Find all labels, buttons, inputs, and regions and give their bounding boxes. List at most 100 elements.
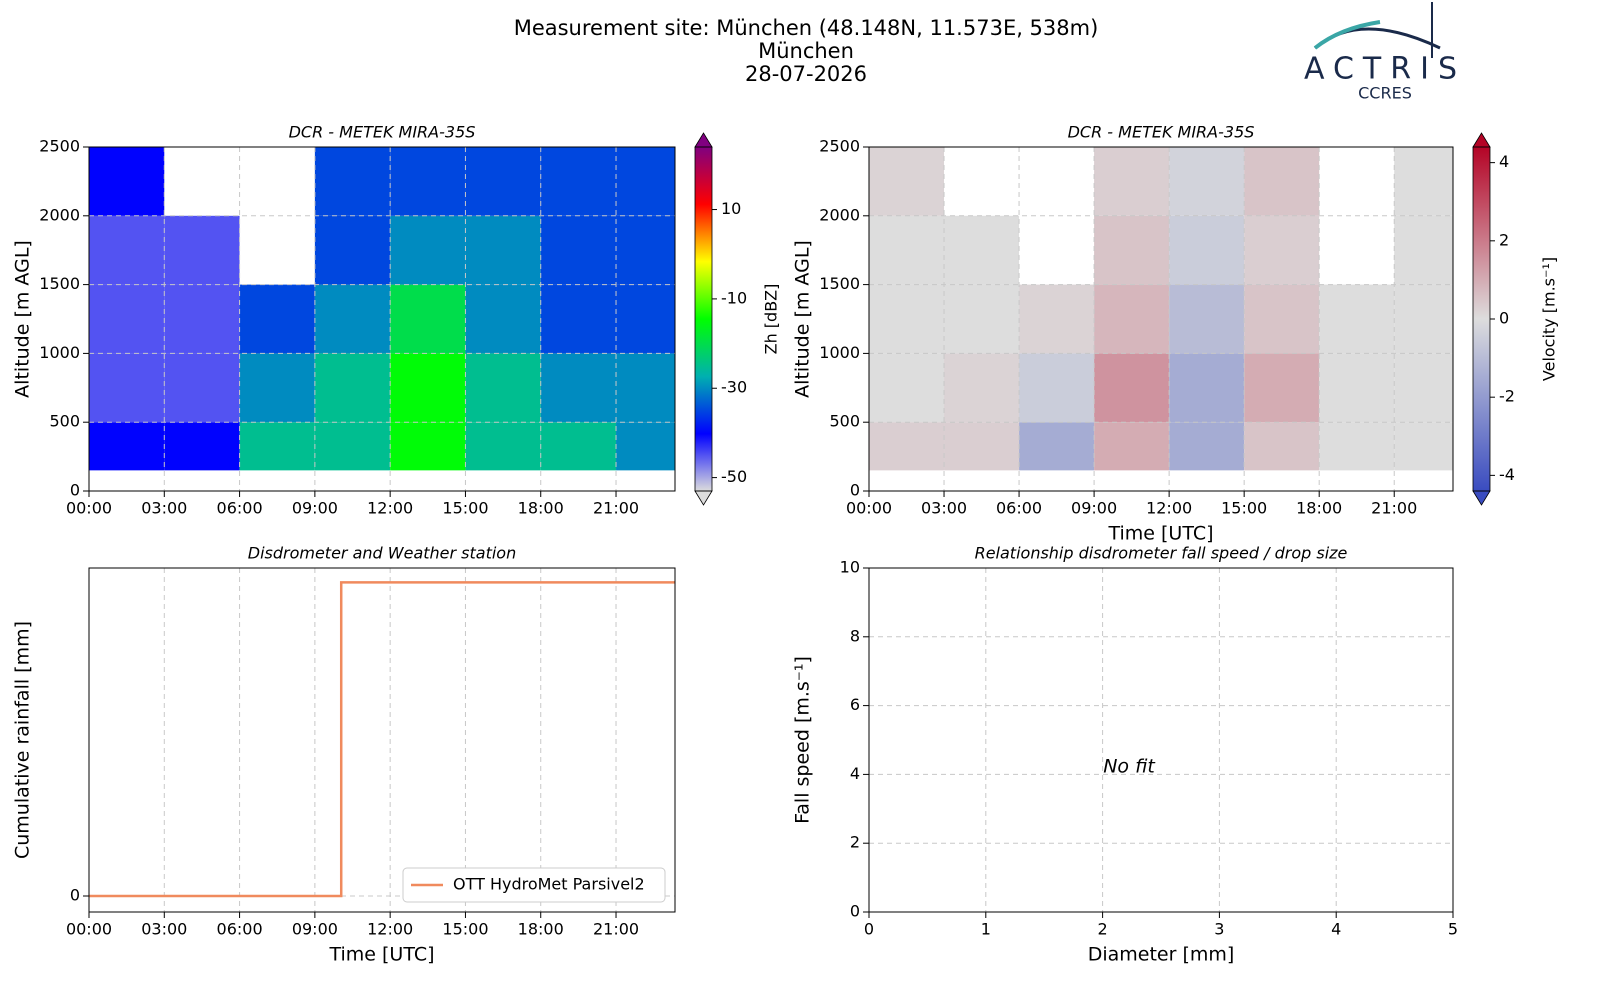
heatmap-cell [89, 422, 165, 471]
heatmap-cell [1169, 147, 1245, 216]
colorbar-tick-label: 2 [1499, 230, 1509, 249]
panel-title: Relationship disdrometer fall speed / dr… [975, 544, 1348, 563]
heatmap-cell [869, 147, 945, 216]
heatmap-cell [1094, 284, 1170, 354]
plot-area [869, 568, 1453, 912]
heatmap-cell [1169, 284, 1245, 354]
heatmap-cell [164, 215, 240, 285]
x-tick-label: 21:00 [593, 499, 639, 518]
panel: Relationship disdrometer fall speed / dr… [792, 544, 1459, 966]
heatmap-cell [869, 422, 945, 471]
y-tick-label: 8 [850, 626, 860, 645]
panel: Disdrometer and Weather station 00:00 03:0… [12, 544, 676, 966]
heatmap-cell [1244, 147, 1320, 216]
heatmap-cell [390, 147, 466, 216]
logo-sub: CCRES [1358, 84, 1412, 103]
heatmap-cell [89, 147, 165, 216]
heatmap-cell [89, 353, 165, 423]
heatmap-cell [239, 422, 315, 471]
heatmap-cell [1019, 353, 1095, 423]
colorbar-frame [694, 146, 713, 492]
colorbar-tick-label: 0 [1499, 309, 1509, 328]
x-tick-label: 06:00 [996, 499, 1042, 518]
axes-frame [868, 146, 1454, 492]
x-tick-label: 06:00 [217, 920, 263, 939]
heatmap-cell [314, 215, 391, 285]
heatmap-cell [1094, 353, 1170, 423]
heatmap-cell [1019, 284, 1095, 354]
x-tick-label: 15:00 [1221, 499, 1267, 518]
x-tick-label: 12:00 [367, 920, 413, 939]
heatmap-cell [1394, 215, 1453, 285]
heatmap-cell [869, 284, 945, 354]
panel-title: Disdrometer and Weather station [248, 544, 516, 563]
y-tick-label: 0 [70, 481, 80, 500]
x-tick-label: 18:00 [518, 499, 564, 518]
x-tick-label: 00:00 [66, 499, 112, 518]
x-tick-label: 2 [1098, 920, 1108, 939]
x-axis-label: Diameter [mm] [1088, 944, 1235, 966]
x-tick-label: 0 [864, 920, 874, 939]
x-tick-label: 09:00 [292, 499, 338, 518]
legend-label: OTT HydroMet Parsivel2 [453, 875, 645, 894]
heatmap-cell [1319, 422, 1395, 471]
plot-area [89, 568, 675, 912]
heatmap-cell [314, 284, 391, 354]
x-tick-label: 4 [1331, 920, 1341, 939]
heatmap-cell [540, 284, 617, 354]
heatmap-cell [1319, 353, 1395, 423]
colorbar-tick-label: -4 [1499, 465, 1515, 484]
heatmap-cell [1394, 147, 1453, 216]
heatmap-cell [239, 353, 315, 423]
heatmap-cell [89, 215, 165, 285]
y-tick-label: 1500 [819, 274, 860, 293]
axes-frame [868, 567, 1454, 913]
x-axis-label: Time [UTC] [1107, 523, 1213, 545]
heatmap-cell [944, 422, 1020, 471]
x-tick-label: 18:00 [1296, 499, 1342, 518]
heatmap-cell [465, 147, 541, 216]
heatmap-cell [390, 422, 466, 471]
x-tick-label: 03:00 [141, 499, 187, 518]
y-tick-label: 4 [850, 764, 860, 783]
x-tick-label: 21:00 [593, 920, 639, 939]
y-tick-label: 1000 [819, 343, 860, 362]
y-tick-label: 2500 [39, 137, 80, 156]
panel: DCR - METEK MIRA-35S 00:00 03:00 06:00 09:00… [792, 123, 1559, 545]
heatmap-cell [616, 284, 675, 354]
heatmap-cell [1094, 147, 1170, 216]
colorbar-arrow [694, 132, 713, 148]
heatmap-cell [1319, 284, 1395, 354]
y-tick-label: 2000 [819, 205, 860, 224]
heatmap-cell [164, 422, 240, 471]
heatmap-cell [390, 215, 466, 285]
x-tick-label: 1 [981, 920, 991, 939]
y-tick-label: 2 [850, 833, 860, 852]
heatmap-cell [314, 353, 391, 423]
colorbar-tick-label: -30 [721, 378, 747, 397]
heatmap-cell [616, 147, 675, 216]
heatmap-cell [1244, 422, 1320, 471]
heatmap-cell [239, 284, 315, 354]
heatmap-cell [89, 284, 165, 354]
heatmap-cell [869, 353, 945, 423]
header-line: München [758, 39, 854, 63]
y-tick-label: 1500 [39, 274, 80, 293]
panel-title: DCR - METEK MIRA-35S [289, 123, 476, 142]
heatmap-cell [465, 422, 541, 471]
annotation: No fit [1103, 756, 1156, 778]
y-axis-label: Cumulative rainfall [mm] [12, 621, 34, 859]
heatmap-cell [616, 353, 675, 423]
colorbar [695, 147, 712, 491]
heatmap-cell [1169, 215, 1245, 285]
heatmap-cell [540, 147, 617, 216]
x-tick-label: 3 [1214, 920, 1224, 939]
heatmap-cell [1169, 422, 1245, 471]
x-tick-label: 00:00 [846, 499, 892, 518]
y-tick-label: 2000 [39, 205, 80, 224]
colorbar-arrow [694, 490, 713, 506]
header-line: 28-07-2026 [745, 62, 867, 86]
y-tick-label: 6 [850, 695, 860, 714]
x-tick-label: 15:00 [442, 920, 488, 939]
heatmap-cell [164, 353, 240, 423]
